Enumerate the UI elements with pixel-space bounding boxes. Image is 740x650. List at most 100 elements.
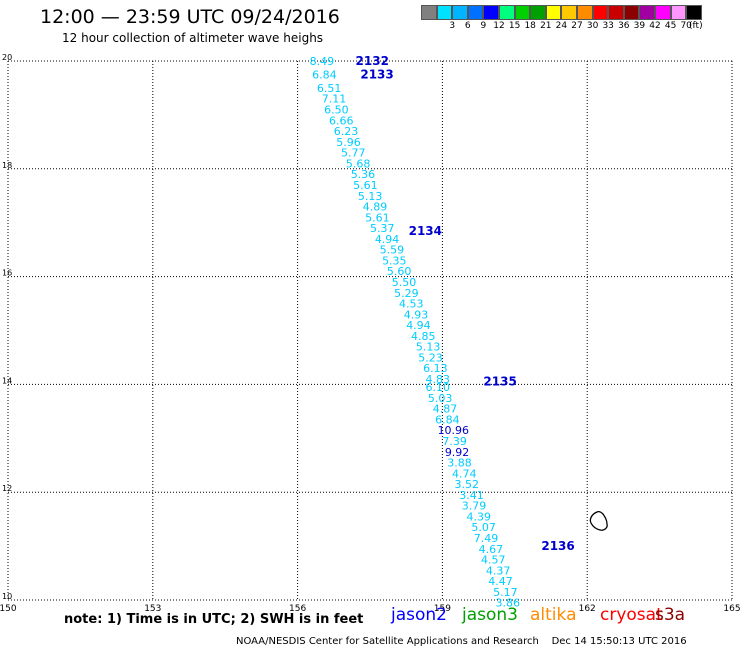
lat-tick-label: 16: [2, 269, 12, 278]
lat-tick-label: 12: [2, 484, 12, 493]
legend-swatch: [623, 5, 640, 20]
swh-value-label: 3.41: [459, 489, 484, 502]
track-number-label: 2135: [483, 375, 516, 389]
swh-value-label: 5.35: [382, 254, 407, 267]
swh-value-label: 6.84: [435, 413, 460, 426]
swh-value-label: 5.96: [336, 136, 361, 149]
lat-tick-label: 10: [2, 592, 12, 601]
swh-value-label: 4.37: [486, 564, 511, 577]
swh-value-label: 5.68: [346, 157, 371, 170]
swh-value-label: 5.77: [341, 147, 366, 160]
legend-label: 36: [618, 21, 630, 31]
swh-value-label: 4.39: [467, 510, 492, 523]
swh-value-label: 5.17: [493, 586, 517, 599]
swh-value-label: 4.94: [406, 319, 431, 332]
swh-value-label: 5.59: [380, 244, 405, 257]
legend-swatch: [467, 5, 484, 20]
satellite-name-jason2: jason2: [391, 605, 447, 625]
timestamp-text: Dec 14 15:50:13 UTC 2016: [551, 636, 687, 647]
legend-swatch: [608, 5, 624, 20]
legend-swatch: [530, 5, 546, 20]
swh-value-label: 4.47: [488, 575, 512, 588]
satellite-name-cryosat: cryosat: [600, 605, 663, 625]
swh-value-label: 4.85: [411, 330, 436, 343]
legend-label-row: 3 6 9 12 15 18 21 24 27 30 33 36 39 42 45 70 (ft): [421, 20, 740, 34]
legend-swatch: [452, 5, 468, 20]
legend-swatch: [592, 5, 609, 20]
satellite-name-altika: altika: [530, 605, 577, 625]
satellite-name-jason3: jason3: [462, 605, 518, 625]
tick-label-layer: 150 153 156 159 162 165 10 12 14 16 18 20: [0, 53, 740, 614]
legend-swatch: [670, 5, 687, 20]
swh-value-label: 5.07: [471, 521, 496, 534]
track-number-label: 2133: [360, 67, 393, 81]
legend-label: 39: [633, 21, 646, 31]
legend-swatch: [483, 5, 499, 20]
swh-value-label: 5.61: [353, 179, 378, 192]
track-number-label: 2134: [409, 224, 442, 238]
swh-value-label: 5.13: [358, 190, 383, 203]
legend-label: 3: [449, 21, 456, 31]
legend-swatch: [561, 5, 577, 20]
swh-value-label: 9.92: [445, 446, 470, 459]
swh-value-label: 6.51: [317, 82, 342, 95]
swh-value-label: 7.11: [322, 93, 347, 106]
legend-swatch: [639, 5, 655, 20]
page-subtitle: 12 hour collection of altimeter wave hei…: [62, 31, 324, 45]
swh-value-label: 4.53: [399, 298, 424, 311]
legend-label: 12: [493, 21, 505, 31]
swh-value-label: 6.50: [324, 104, 349, 117]
lon-tick-label: 162: [579, 604, 596, 614]
swh-value-label: 4.67: [479, 543, 504, 556]
lon-tick-label: 150: [0, 604, 17, 614]
legend-swatch: [421, 5, 437, 20]
swh-value-label: 5.50: [392, 276, 417, 289]
legend-label: 6: [464, 21, 471, 31]
swh-value-label: 3.79: [462, 500, 487, 513]
page-title: 12:00 — 23:59 UTC 09/24/2016: [40, 6, 340, 28]
legend-unit-label: (ft): [689, 21, 703, 31]
track-number-label: 2136: [541, 539, 574, 553]
swh-value-label: 6.23: [334, 125, 359, 138]
satellite-name-s3a: s3a: [655, 605, 686, 625]
swh-value-label: 4.94: [375, 233, 400, 246]
swh-value-label: 3.88: [447, 457, 472, 470]
lon-tick-label: 153: [144, 604, 161, 614]
swh-value-label: 7.49: [474, 532, 499, 545]
legend-label: 42: [649, 21, 661, 31]
island-outline: [589, 510, 608, 531]
legend-label: 33: [602, 21, 614, 31]
legend-swatch: [498, 5, 515, 20]
swh-value-label: 5.36: [351, 168, 376, 181]
legend-swatch: [686, 5, 702, 20]
lon-tick-label: 165: [723, 604, 740, 614]
swh-value-label: 5.13: [416, 341, 441, 354]
legend-swatch: [545, 5, 562, 20]
swh-value-label: 5.03: [428, 392, 453, 405]
swh-value-label: 5.37: [370, 222, 395, 235]
track-number-label: 2132: [356, 54, 389, 68]
grid-layer: [7, 60, 733, 601]
swh-value-label: 6.84: [312, 68, 337, 81]
legend-swatch: [514, 5, 531, 20]
swh-value-label: 4.87: [433, 403, 458, 416]
swh-value-label: 4.89: [363, 201, 388, 214]
swh-points-layer: 8.496.846.517.116.506.666.235.965.775.68…: [310, 55, 520, 610]
legend-swatch: [576, 5, 593, 20]
legend-label: 18: [524, 21, 536, 31]
legend-label: 30: [586, 21, 599, 31]
legend-label: 15: [508, 21, 521, 31]
swh-value-label: 4.57: [481, 554, 506, 567]
legend-swatch-row: [421, 5, 740, 20]
swh-value-label: 5.23: [418, 351, 443, 364]
lon-tick-label: 156: [289, 604, 306, 614]
legend-swatch: [436, 5, 453, 20]
legend-label: 27: [571, 21, 583, 31]
legend-label: 24: [555, 21, 568, 31]
swh-value-label: 4.93: [404, 308, 429, 321]
swh-value-label: 5.60: [387, 265, 412, 278]
legend-label: 70: [680, 21, 692, 31]
swh-value-label: 6.66: [329, 114, 354, 127]
